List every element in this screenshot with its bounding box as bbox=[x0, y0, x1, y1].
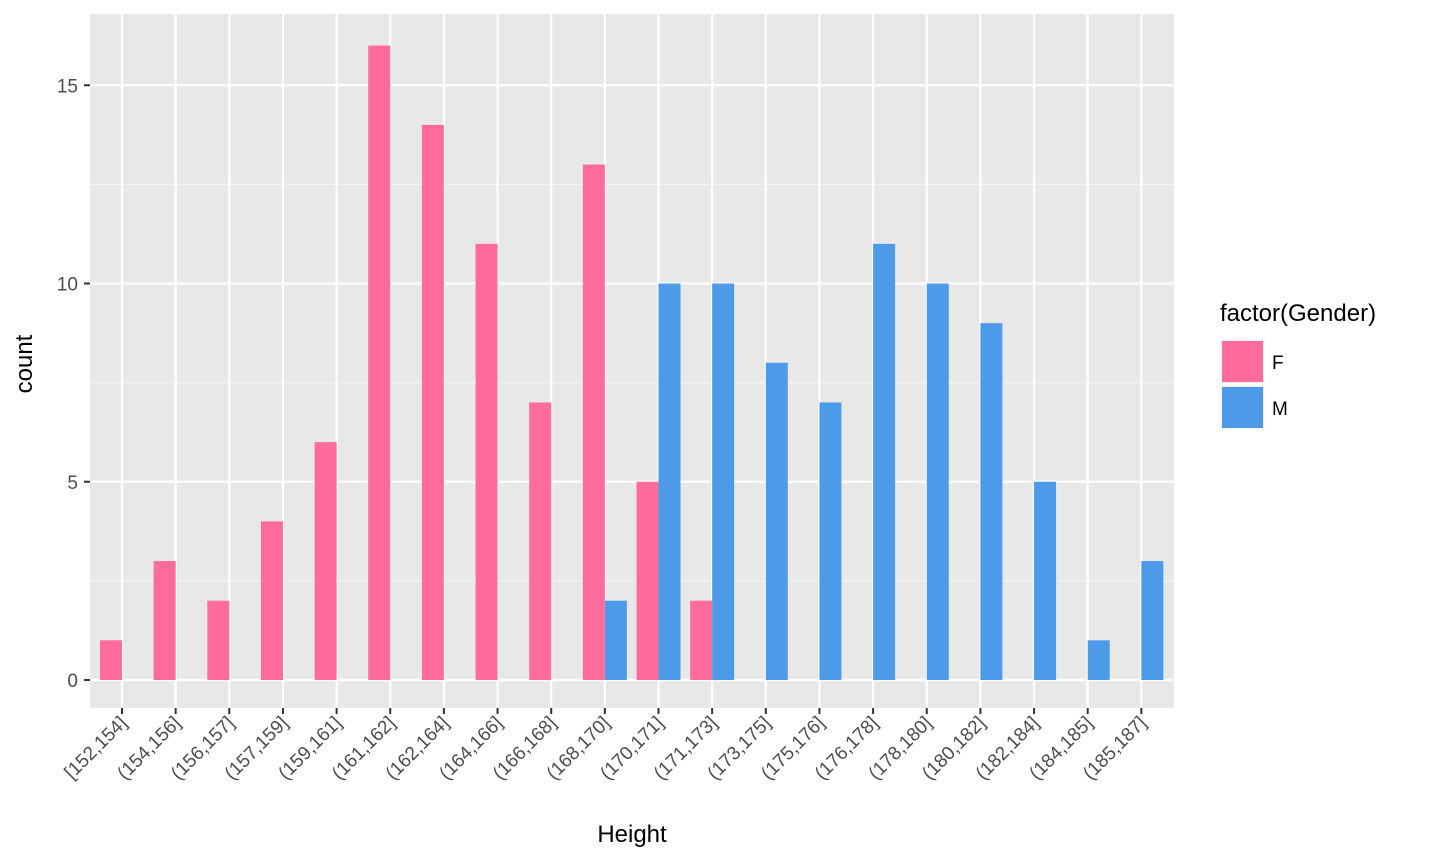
y-tick-label: 0 bbox=[67, 671, 78, 692]
y-tick-label: 15 bbox=[57, 76, 78, 97]
y-axis-title: count bbox=[11, 334, 38, 393]
legend-swatch-f bbox=[1222, 341, 1263, 382]
bar-m bbox=[765, 362, 788, 680]
bar-f bbox=[260, 521, 283, 680]
legend: factor(Gender) F M bbox=[1220, 300, 1376, 429]
bar-f bbox=[207, 600, 230, 680]
plot-panel bbox=[90, 14, 1174, 708]
legend-title: factor(Gender) bbox=[1220, 300, 1376, 327]
bar-m bbox=[873, 243, 896, 680]
x-axis-title: Height bbox=[597, 821, 667, 848]
bar-f bbox=[475, 243, 498, 680]
bar-m bbox=[980, 323, 1003, 680]
bar-m bbox=[819, 402, 842, 680]
x-axis: [152,154](154,156](156,157](157,159](159… bbox=[61, 708, 1151, 784]
legend-label: M bbox=[1272, 399, 1288, 420]
y-axis: 0 5 10 15 bbox=[57, 76, 90, 692]
y-tick-label: 10 bbox=[57, 275, 78, 296]
bar-f bbox=[582, 164, 605, 681]
bar-f bbox=[690, 600, 713, 680]
y-tick-label: 5 bbox=[67, 473, 78, 494]
bars bbox=[100, 45, 1164, 681]
bar-f bbox=[314, 442, 337, 680]
bar-f bbox=[368, 45, 391, 681]
bar-m bbox=[926, 283, 949, 680]
bar-m bbox=[658, 283, 681, 680]
bar-m bbox=[1087, 640, 1110, 680]
bar-m bbox=[604, 600, 627, 680]
legend-swatch-m bbox=[1222, 387, 1263, 428]
bar-m bbox=[712, 283, 735, 680]
bar-f bbox=[529, 402, 552, 680]
bar-m bbox=[1141, 561, 1164, 680]
bar-m bbox=[1034, 481, 1057, 680]
bar-f bbox=[636, 481, 659, 680]
bar-f bbox=[421, 124, 444, 680]
bar-f bbox=[100, 640, 122, 680]
legend-label: F bbox=[1272, 353, 1284, 374]
bar-f bbox=[153, 561, 176, 680]
